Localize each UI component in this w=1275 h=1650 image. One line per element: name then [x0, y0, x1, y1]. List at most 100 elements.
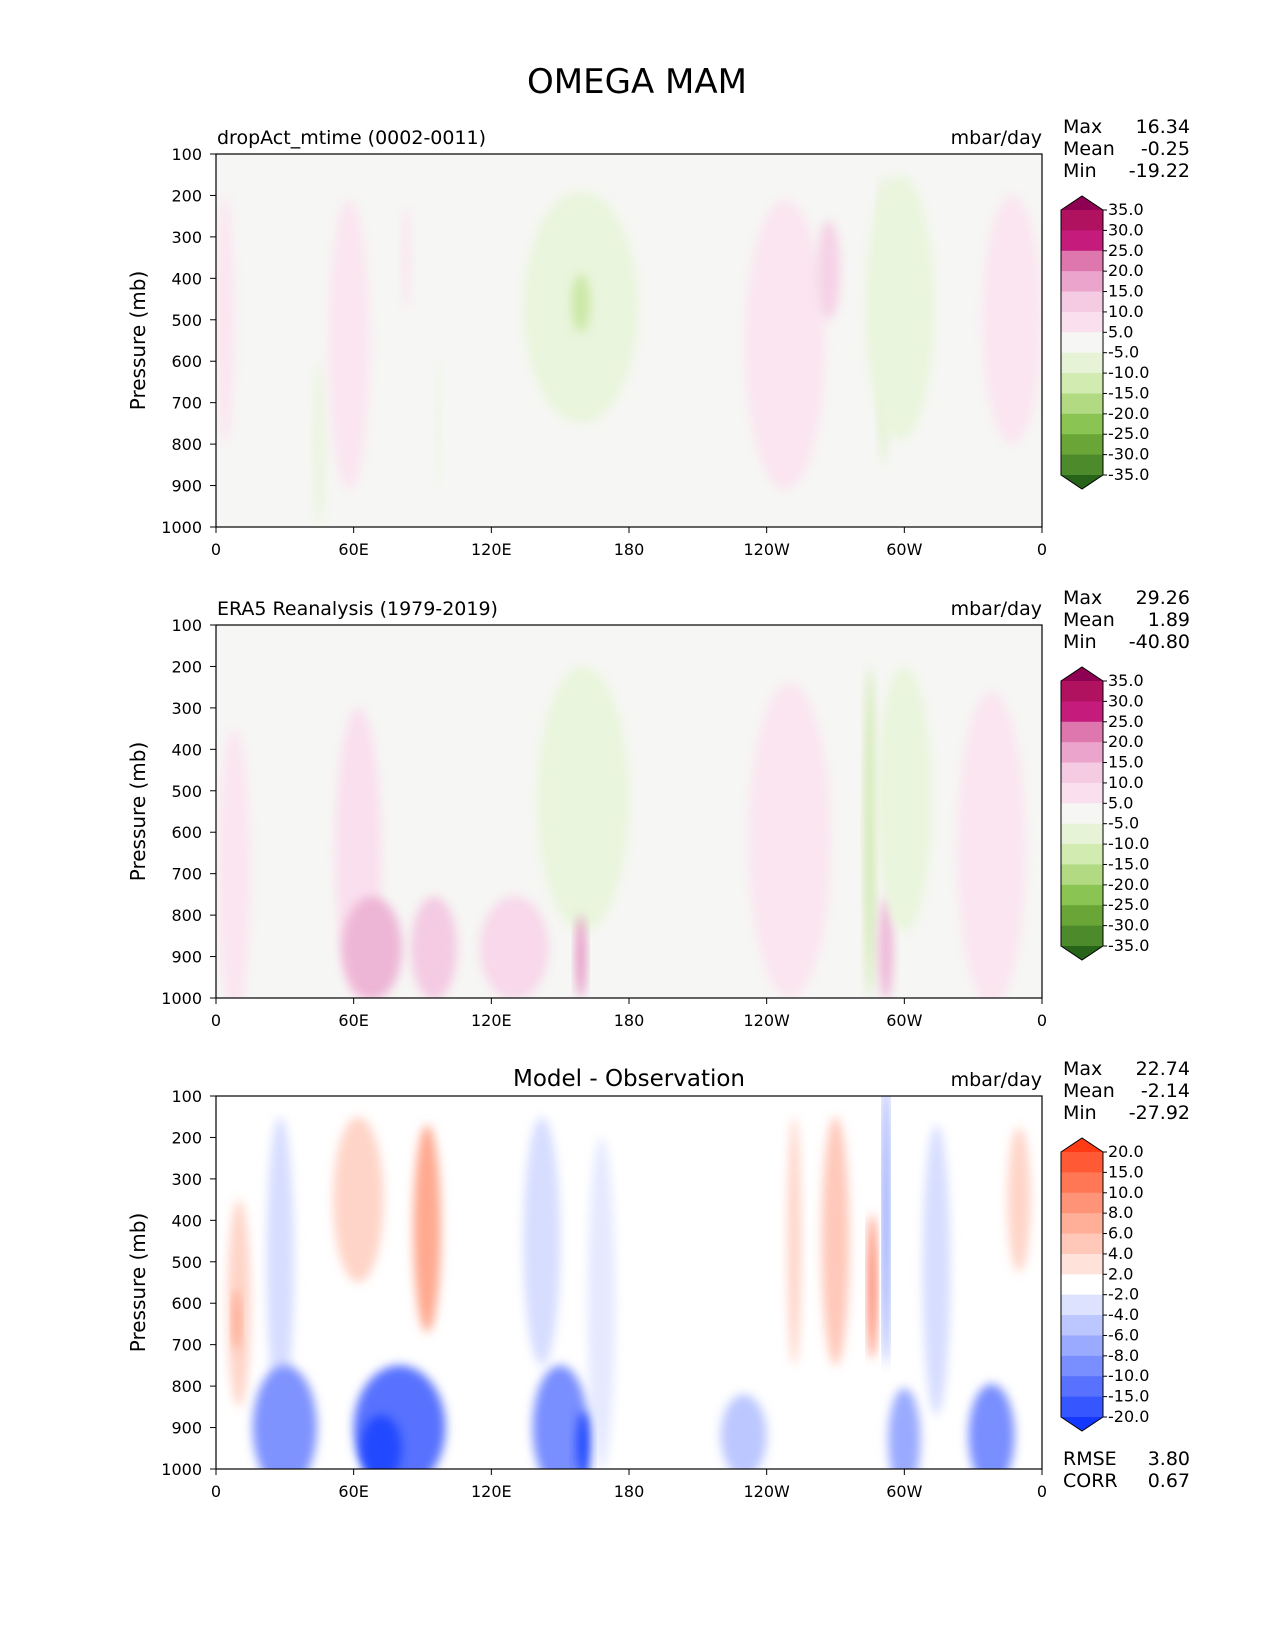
field-blob — [821, 1116, 850, 1366]
y-tick-label: 800 — [171, 1377, 202, 1396]
colorbar-label: -30.0 — [1108, 445, 1149, 464]
x-tick-label: 0 — [211, 1482, 221, 1501]
colorbar-segment — [1061, 230, 1103, 252]
colorbar-label: -6.0 — [1108, 1325, 1139, 1344]
colorbar-segment — [1061, 803, 1103, 825]
colorbar-label: 6.0 — [1108, 1224, 1133, 1243]
units-label: mbar/day — [951, 598, 1042, 620]
x-tick-label: 120E — [471, 1482, 512, 1501]
colorbar-extend-top — [1061, 1138, 1103, 1152]
y-tick-label: 400 — [171, 1211, 202, 1230]
field-blob — [879, 896, 893, 998]
field-blob — [401, 205, 412, 310]
field-blob — [266, 1116, 295, 1407]
stat-value: -0.25 — [1141, 138, 1190, 160]
y-tick-label: 800 — [171, 435, 202, 454]
colorbar-extend-bottom — [1061, 1417, 1103, 1431]
stat-label: Min — [1063, 631, 1097, 653]
x-tick-label: 0 — [1037, 1482, 1047, 1501]
y-tick-label: 200 — [171, 657, 202, 676]
colorbar-label: -5.0 — [1108, 814, 1139, 833]
metric-value: 0.67 — [1148, 1470, 1190, 1492]
x-tick-label: 60W — [886, 1011, 922, 1030]
panel-3: Model - Observation mbar/day 100 200 300 400 5… — [126, 1058, 1190, 1501]
colorbar-label: -20.0 — [1108, 404, 1149, 423]
colorbar-label: -10.0 — [1108, 363, 1149, 382]
y-tick-label: 600 — [171, 1294, 202, 1313]
panel-title: dropAct_mtime (0002-0011) — [217, 127, 486, 149]
colorbar-label: -25.0 — [1108, 424, 1149, 443]
field-blob — [411, 896, 457, 998]
x-tick-label: 120W — [743, 1482, 790, 1501]
colorbar-label: -15.0 — [1108, 383, 1149, 402]
y-tick-label: 100 — [171, 1087, 202, 1106]
field-blob — [744, 199, 826, 490]
y-tick-label: 700 — [171, 1336, 202, 1355]
field-blob — [479, 896, 549, 998]
colorbar-segment — [1061, 1376, 1103, 1398]
y-tick-label: 600 — [171, 823, 202, 842]
colorbar-segment — [1061, 332, 1103, 354]
colorbar: 20.015.0 10.08.0 6.04.02.0 -2.0-4.0-6.0 -8.0… — [1060, 1137, 1149, 1432]
panel-1: dropAct_mtime (0002-0011) mbar/day 100 200 3… — [126, 116, 1190, 559]
x-tick-label: 60E — [338, 540, 368, 559]
colorbar-segment — [1061, 454, 1103, 476]
y-tick-label: 400 — [171, 740, 202, 759]
colorbar-extend-top — [1061, 196, 1103, 210]
colorbar-label: 25.0 — [1108, 712, 1144, 731]
colorbar-label: 4.0 — [1108, 1244, 1133, 1263]
colorbar-label: 5.0 — [1108, 793, 1133, 812]
colorbar-label: -15.0 — [1108, 854, 1149, 873]
field-blob — [968, 1384, 1015, 1469]
field-blob — [532, 1365, 588, 1469]
x-tick-label: 0 — [211, 1011, 221, 1030]
stat-value: -2.14 — [1141, 1080, 1190, 1102]
field-blob — [787, 1116, 802, 1366]
colorbar-label: -25.0 — [1108, 895, 1149, 914]
colorbar-label: 20.0 — [1108, 732, 1144, 751]
colorbar-label: 15.0 — [1108, 1162, 1144, 1181]
field-blob — [1007, 1127, 1031, 1273]
colorbar-segment — [1061, 1213, 1103, 1235]
stat-label: Min — [1063, 160, 1097, 182]
y-axis-label: Pressure (mb) — [126, 1213, 150, 1353]
x-tick-label: 60E — [338, 1011, 368, 1030]
field-blob — [888, 1388, 921, 1469]
panel-title: Model - Observation — [513, 1066, 745, 1092]
y-tick-label: 100 — [171, 616, 202, 635]
colorbar-label: 30.0 — [1108, 691, 1144, 710]
colorbar-segment — [1061, 925, 1103, 947]
colorbar-label: 15.0 — [1108, 282, 1144, 301]
field-blob — [342, 896, 402, 998]
colorbar-label: -10.0 — [1108, 1366, 1149, 1385]
colorbar: 35.030.0 25.020.0 15.010.05.0 -5.0-10.0-15.… — [1060, 195, 1149, 490]
field-blob — [576, 1410, 590, 1469]
colorbar-label: -8.0 — [1108, 1346, 1139, 1365]
colorbar-segment — [1061, 1355, 1103, 1377]
colorbar-segment — [1061, 905, 1103, 927]
colorbar-label: 20.0 — [1108, 1142, 1144, 1161]
colorbar-label: -15.0 — [1108, 1387, 1149, 1406]
stat-value: 22.74 — [1136, 1058, 1190, 1080]
stat-value: 29.26 — [1136, 587, 1190, 609]
colorbar-segment — [1061, 1172, 1103, 1194]
field-blob — [218, 728, 251, 998]
x-tick-label: 120W — [743, 540, 790, 559]
field-blob — [748, 683, 831, 998]
field-blob — [313, 361, 325, 527]
y-tick-label: 1000 — [161, 1460, 202, 1479]
stat-label: Mean — [1063, 138, 1115, 160]
colorbar-label: -5.0 — [1108, 343, 1139, 362]
x-tick-label: 120E — [471, 1011, 512, 1030]
field-blob — [922, 1125, 951, 1416]
stat-label: Mean — [1063, 609, 1115, 631]
y-tick-label: 700 — [171, 394, 202, 413]
field-blob — [233, 1288, 241, 1351]
stat-label: Mean — [1063, 1080, 1115, 1102]
colorbar-segment — [1061, 1315, 1103, 1336]
field-blob — [436, 361, 441, 486]
units-label: mbar/day — [951, 1069, 1042, 1091]
field-blob — [957, 691, 1026, 998]
colorbar-segment — [1061, 271, 1103, 293]
